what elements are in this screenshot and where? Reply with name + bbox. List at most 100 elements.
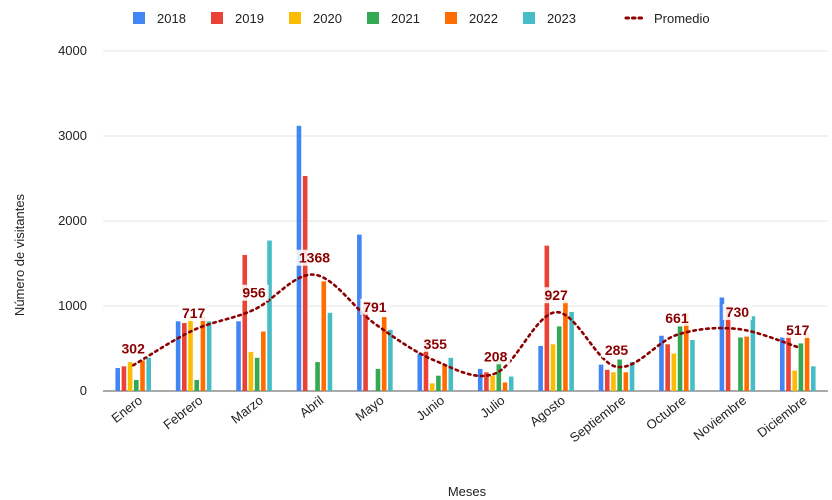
bar-2020-enero [127,362,133,391]
bar-2020-octubre [671,353,677,391]
legend-swatch-2021 [367,12,379,24]
average-labels: 302 717 956 1368 791 355 208 927 285 661 730 517 [118,249,813,365]
bar-2021-abril [315,362,320,391]
bar-2022-junio [442,365,447,391]
average-label: 1368 [299,250,330,266]
bar-2021-agosto [556,326,562,391]
y-axis-title: Número de visitantes [12,193,27,316]
bar-2022-enero [140,360,145,391]
average-label-bg [541,287,571,304]
x-tick-label-agosto: Agosto [527,393,568,430]
x-tick-label-febrero: Febrero [160,393,205,433]
x-axis-title: Meses [448,484,487,499]
bar-2023-febrero [206,321,212,391]
average-label: 956 [242,285,266,301]
bar-2022-febrero [200,317,206,391]
bar-2018-marzo [236,321,241,391]
bar-2021-septiembre [617,359,622,391]
x-tick-label-septiembre: Septiembre [567,393,629,446]
average-label-bg [481,348,511,365]
average-label-bg [179,305,209,322]
bar-2022-septiembre [623,372,629,391]
average-label-bg [601,341,632,358]
average-label: 717 [182,305,206,321]
legend-label: 2022 [469,11,498,26]
average-label-bg [118,340,148,357]
legend-label: 2019 [235,11,264,26]
bar-2018-octubre [659,335,664,391]
bar-2019-febrero [182,323,187,391]
bar-2022-noviembre [744,336,749,391]
bar-2019-junio [423,339,429,391]
bar-2021-noviembre [738,337,743,391]
bar-2020-febrero [188,316,193,391]
bar-2021-enero [134,379,139,391]
bar-2023-agosto [569,311,574,391]
bar-2021-marzo [254,357,260,391]
x-tick-label-diciembre: Diciembre [754,393,809,441]
average-label: 285 [605,342,629,358]
x-tick-label-marzo: Marzo [228,393,266,427]
legend-swatch-2018 [133,12,145,24]
bar-2019-mayo [363,301,368,391]
bar-2020-agosto [550,344,556,391]
y-tick-label: 4000 [58,43,87,58]
bar-2019-diciembre [786,332,791,391]
bar-2020-marzo [248,351,254,391]
bar-2018-noviembre [719,297,725,391]
bars [115,125,816,392]
bar-2018-mayo [357,234,362,391]
bar-2020-septiembre [611,372,616,391]
bar-2022-agosto [563,300,568,391]
bar-2022-diciembre [804,333,810,391]
legend-swatch-2023 [523,12,535,24]
bar-2018-junio [417,353,423,391]
bar-2022-octubre [683,313,689,391]
average-label-bg [783,322,813,339]
bar-2019-septiembre [604,369,610,391]
bar-2023-noviembre [750,316,756,391]
bar-2022-julio [502,382,508,391]
bar-2019-octubre [665,344,670,391]
average-label: 208 [484,348,508,364]
bar-2021-febrero [194,379,200,391]
bar-2020-junio [429,383,435,391]
x-tick-label-mayo: Mayo [352,393,386,424]
bar-2023-septiembre [629,362,635,391]
bar-2023-marzo [267,240,272,391]
x-tick-label-enero: Enero [108,393,145,426]
x-tick-label-abril: Abril [297,393,327,421]
bar-2021-junio [436,375,441,391]
bar-2023-octubre [690,340,695,391]
bar-2023-julio [508,376,514,391]
average-label-bg [295,249,334,266]
y-tick-label: 3000 [58,128,87,143]
bar-2021-julio [496,360,502,391]
bar-2019-enero [121,366,127,391]
x-tick-label-junio: Junio [413,393,447,424]
bar-2018-febrero [175,321,181,391]
bar-2021-diciembre [798,343,804,391]
legend-label: Promedio [654,11,710,26]
average-label: 355 [424,336,448,352]
legend-swatch-2022 [445,12,457,24]
bar-2023-enero [146,357,152,391]
bar-2023-abril [327,312,333,391]
bar-2018-agosto [538,345,543,391]
bar-2020-julio [490,375,495,391]
bar-2018-septiembre [598,364,604,391]
bar-2023-diciembre [810,366,816,391]
bar-2021-octubre [677,326,683,391]
average-label-bg [360,298,390,315]
average-label: 730 [726,304,750,320]
x-tick-label-julio: Julio [477,393,507,421]
average-series-line [131,273,800,378]
average-label-bg [722,303,752,320]
legend: 2018 2019 2020 2021 2022 2023 Promedio [133,11,710,26]
bar-2018-enero [115,368,121,391]
x-tick-label-noviembre: Noviembre [690,393,749,444]
y-tick-label: 2000 [58,213,87,228]
bar-2018-diciembre [779,337,785,391]
average-label-bg [662,309,692,326]
y-axis-ticks: 0 1000 2000 3000 4000 [58,43,87,398]
